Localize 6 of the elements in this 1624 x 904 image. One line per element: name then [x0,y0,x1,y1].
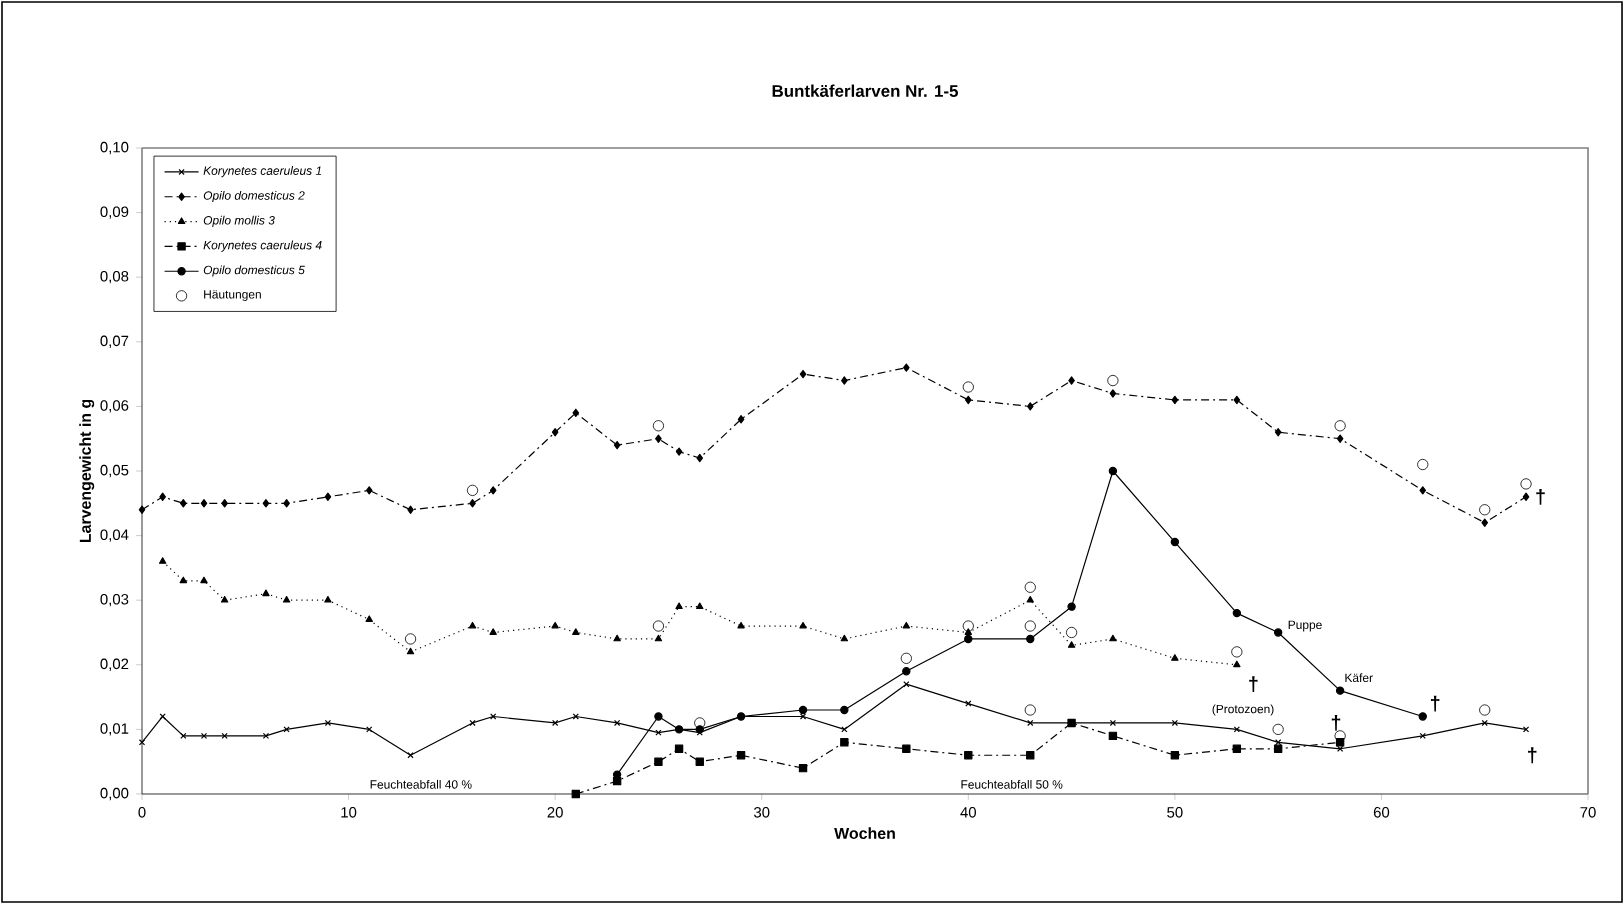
annotation: † [1430,695,1440,712]
annotation: † [1331,715,1341,731]
chart-title: Buntkäferlarven Nr. 1-5 [772,84,958,97]
annotation: † [1536,488,1545,505]
annotation: † [1249,676,1258,693]
annotation: † [1528,747,1537,764]
